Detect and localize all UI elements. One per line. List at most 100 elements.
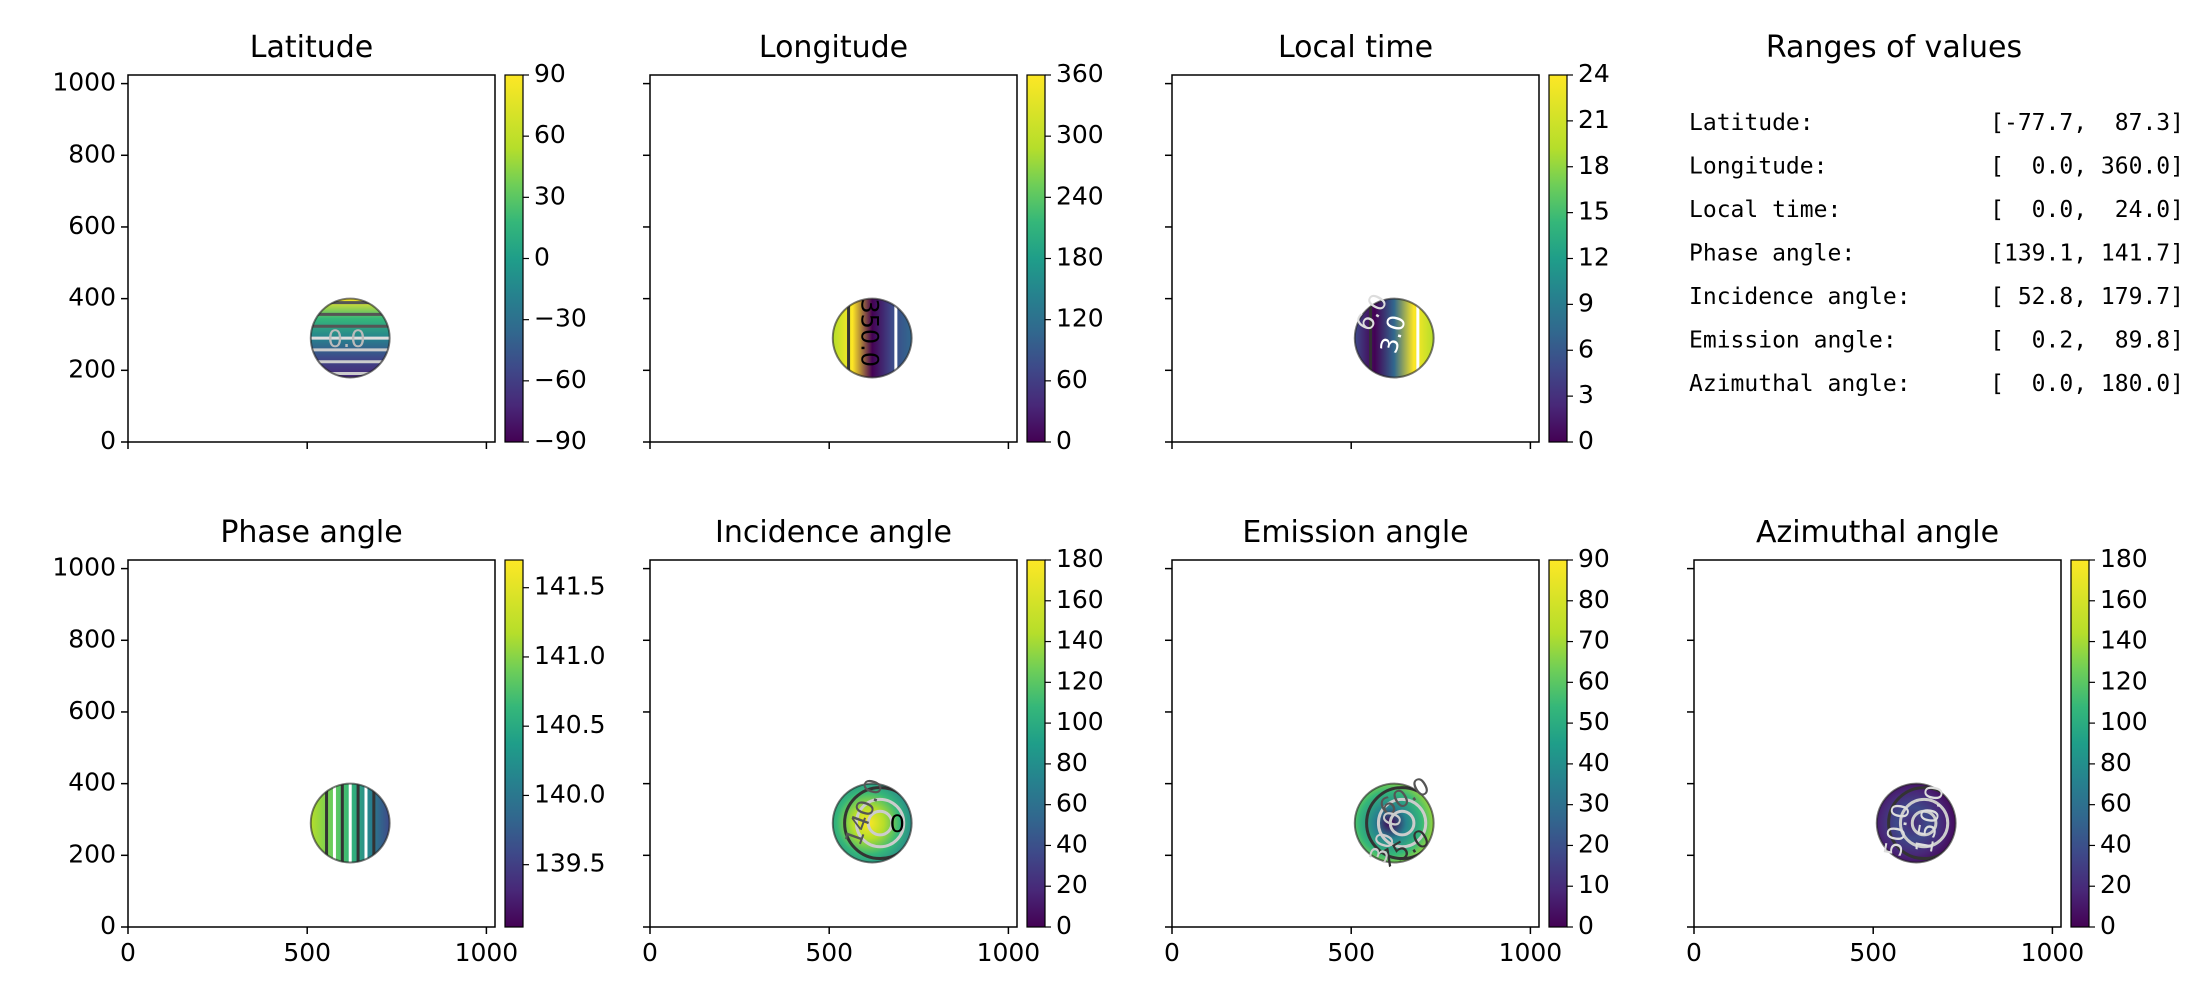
table-row-label: Longitude: <box>1689 154 1827 180</box>
colorbar-tick-label: 80 <box>1578 585 1610 614</box>
table-row-range: [ 0.2, 89.8] <box>1990 328 2184 354</box>
colorbar-tick-label: 100 <box>2100 707 2148 736</box>
colorbar-tick-label: 20 <box>2100 870 2132 899</box>
axes-frame <box>1693 559 2062 928</box>
contour-line <box>1376 797 1428 849</box>
colorbar-tick-label: 180 <box>1056 544 1104 573</box>
colorbar-tick-label: 40 <box>1056 829 1088 858</box>
y-tick-label: 1000 <box>52 553 116 582</box>
y-tick-label: 0 <box>100 911 116 940</box>
colorbar-tick-label: 21 <box>1578 105 1610 134</box>
x-tick-label: 500 <box>283 938 331 967</box>
table-row-range: [ 0.0, 24.0] <box>1990 197 2184 223</box>
plot-title: Latitude <box>250 30 373 65</box>
colorbar-tick-label: 3 <box>1578 380 1594 409</box>
contour-line <box>1388 809 1416 837</box>
colorbar-tick-label: 240 <box>1056 181 1104 210</box>
colorbar-tick-label: 141.5 <box>534 572 606 601</box>
plot-title: Incidence angle <box>715 515 952 550</box>
contour-label: 0 <box>890 810 905 838</box>
colorbar-tick-label: 160 <box>1056 585 1104 614</box>
colorbar <box>504 74 524 443</box>
contour-line <box>1365 786 1434 861</box>
contour-line <box>854 797 906 849</box>
table-row-label: Local time: <box>1689 197 1841 223</box>
colorbar-tick-label: 20 <box>1056 870 1088 899</box>
colorbar-tick-label: 140.0 <box>534 779 606 808</box>
x-tick-label: 500 <box>1849 938 1897 967</box>
table-row-range: [ 0.0, 180.0] <box>1990 371 2184 397</box>
colorbar-tick-label: −30 <box>534 304 587 333</box>
table-row-label: Azimuthal angle: <box>1689 371 1911 397</box>
axes-frame <box>649 74 1018 443</box>
table-row-range: [ 0.0, 360.0] <box>1990 154 2184 180</box>
contour-group <box>1887 786 1956 861</box>
colorbar <box>1548 74 1568 443</box>
colorbar-tick-label: 9 <box>1578 288 1594 317</box>
y-tick-label: 400 <box>68 283 116 312</box>
y-tick-label: 200 <box>68 839 116 868</box>
colorbar-tick-label: 0 <box>1578 426 1594 455</box>
contour-line <box>866 809 894 837</box>
plot-title: Longitude <box>759 30 908 65</box>
colorbar-tick-label: 6 <box>1578 334 1594 363</box>
colorbar <box>2070 559 2090 928</box>
panel-longitude: Longitude 350.0 360 300 240 180 120 60 0 <box>643 30 1104 455</box>
disk-outline <box>831 297 913 379</box>
x-tick-label: 1000 <box>977 938 1041 967</box>
colorbar-tick-label: 0 <box>534 243 550 272</box>
plot-title: Azimuthal angle <box>1756 515 1999 550</box>
colorbar <box>504 559 524 928</box>
contour-group <box>325 783 376 863</box>
y-tick-label: 800 <box>68 624 116 653</box>
disk-outline <box>309 782 391 864</box>
planet-disk <box>1354 298 1434 378</box>
table-row-label: Emission angle: <box>1689 328 1897 354</box>
y-tick-label: 400 <box>68 768 116 797</box>
contour-line <box>1898 797 1950 849</box>
colorbar-tick-label: 139.5 <box>534 849 606 878</box>
table-row-label: Incidence angle: <box>1689 284 1911 310</box>
plot-title: Local time <box>1278 30 1433 65</box>
disk-outline <box>831 782 913 864</box>
table-title: Ranges of values <box>1766 30 2022 65</box>
colorbar-tick-label: 120 <box>2100 666 2148 695</box>
x-tick-label: 1000 <box>1499 938 1563 967</box>
y-tick-label: 1000 <box>52 68 116 97</box>
table-row-range: [ 52.8, 179.7] <box>1990 284 2184 310</box>
colorbar-tick-label: 30 <box>534 181 566 210</box>
colorbar-tick-label: 10 <box>1578 870 1610 899</box>
table-row-range: [139.1, 141.7] <box>1990 241 2184 267</box>
colorbar-tick-label: 180 <box>1056 243 1104 272</box>
colorbar-tick-label: 300 <box>1056 120 1104 149</box>
x-tick-label: 500 <box>805 938 853 967</box>
table-row-label: Phase angle: <box>1689 241 1855 267</box>
y-tick-label: 800 <box>68 139 116 168</box>
axes-frame <box>127 74 496 443</box>
colorbar-tick-label: 140.5 <box>534 710 606 739</box>
y-tick-label: 200 <box>68 354 116 383</box>
colorbar-tick-label: 60 <box>1578 666 1610 695</box>
contour-group <box>843 786 912 861</box>
plot-title: Emission angle <box>1242 515 1468 550</box>
table-row-range: [-77.7, 87.3] <box>1990 110 2184 136</box>
colorbar-tick-label: 90 <box>534 59 566 88</box>
axes-frame <box>1171 74 1540 443</box>
colorbar <box>1026 74 1046 443</box>
colorbar <box>1026 559 1046 928</box>
colorbar-tick-label: 0 <box>1056 911 1072 940</box>
colorbar-tick-label: 60 <box>534 120 566 149</box>
colorbar-tick-label: 60 <box>1056 365 1088 394</box>
colorbar-tick-label: 20 <box>1578 829 1610 858</box>
colorbar-tick-label: 360 <box>1056 59 1104 88</box>
colorbar-tick-label: 40 <box>2100 829 2132 858</box>
y-tick-label: 600 <box>68 211 116 240</box>
colorbar-tick-label: 90 <box>1578 544 1610 573</box>
colorbar-tick-label: 60 <box>2100 789 2132 818</box>
colorbar-tick-label: 70 <box>1578 626 1610 655</box>
colorbar-tick-label: 80 <box>2100 748 2132 777</box>
x-tick-label: 1000 <box>455 938 519 967</box>
